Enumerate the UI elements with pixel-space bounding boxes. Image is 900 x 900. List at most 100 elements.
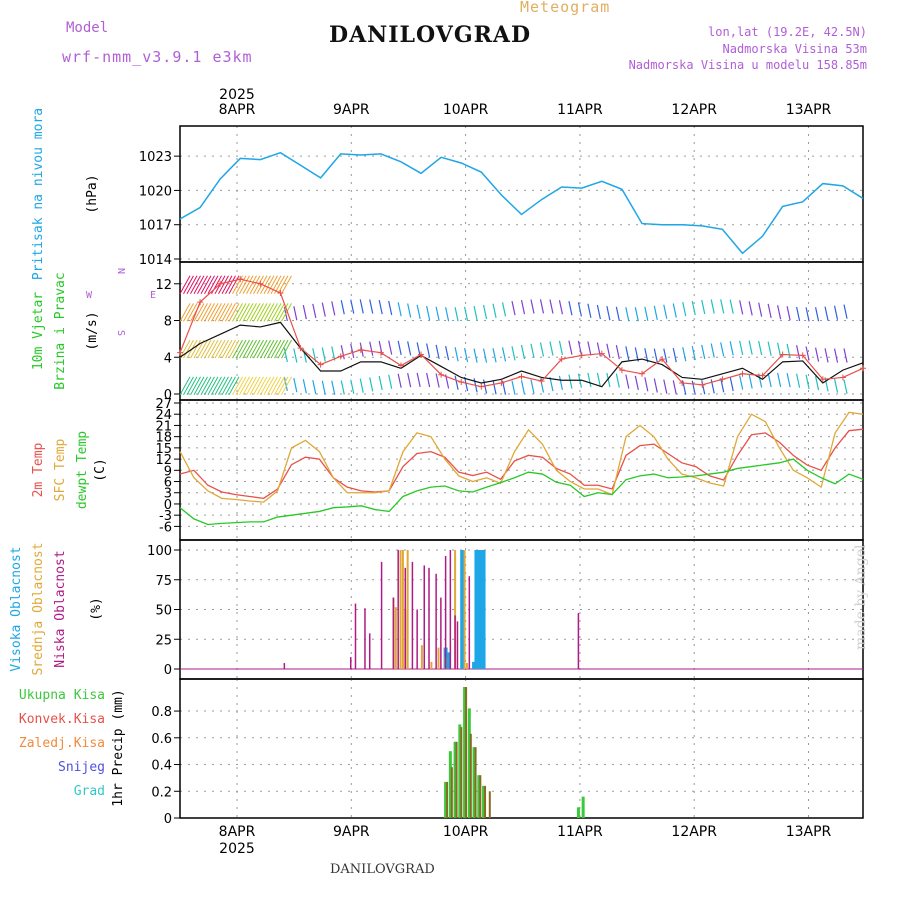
wind-arrow <box>843 348 848 363</box>
cloud-bar <box>399 550 402 669</box>
wind-hatch <box>249 303 261 322</box>
wind-arrow <box>388 374 393 389</box>
wind-hatch <box>249 275 261 295</box>
wind-gust-marker <box>418 351 425 358</box>
precip-legend-4: Grad <box>74 784 105 799</box>
wind-arrow <box>511 380 516 395</box>
precip-conv-bar <box>474 747 477 818</box>
wind-arrow <box>663 304 668 319</box>
wind-arrow <box>558 300 564 315</box>
wind-arrow <box>331 380 336 395</box>
date-label-bottom: 13APR <box>786 824 832 840</box>
wind-hatch <box>218 376 229 396</box>
y-tick-label: 3 <box>164 487 172 502</box>
wind-arrow <box>701 299 706 315</box>
date-label-top: 9APR <box>333 102 370 118</box>
wind-arrow <box>653 348 658 363</box>
footer-location: DANILOVGRAD <box>330 862 435 877</box>
wind-arrow <box>426 343 431 358</box>
wind-arrow <box>748 340 753 355</box>
wind-hatch <box>235 303 247 322</box>
wind-arrow <box>492 380 497 395</box>
y-tick-label: 18 <box>155 431 172 446</box>
wind-arrow <box>672 347 677 363</box>
wind-hatch <box>256 303 268 322</box>
wind-arrow <box>672 303 677 318</box>
wind-arrow <box>587 303 592 318</box>
wind-gust-marker <box>578 352 585 359</box>
wind-gust-marker <box>860 365 866 372</box>
wind-arrow <box>720 342 725 357</box>
wind-arrow <box>340 345 345 360</box>
wind-arrow <box>530 299 535 314</box>
wind-arrow <box>482 304 488 320</box>
wind-arrow <box>407 372 412 388</box>
wind-arrow <box>501 302 507 317</box>
wind-arrow <box>606 372 611 388</box>
wind-speed-line <box>179 321 864 388</box>
y-tick-label: 4 <box>164 351 172 366</box>
wind-arrow <box>539 299 545 314</box>
wind-arrow <box>501 347 507 362</box>
wind-hatch <box>190 275 201 295</box>
date-label-top: 8APR <box>219 102 256 118</box>
y-tick-label: 75 <box>155 574 172 589</box>
cloud-bar <box>454 615 456 669</box>
wind-arrow <box>511 301 516 316</box>
wind-hatch <box>274 339 285 359</box>
wind-arrow <box>369 299 374 314</box>
wind-hatch <box>267 275 278 295</box>
wind-arrow <box>350 379 355 394</box>
wind-arrow <box>378 299 383 315</box>
wind-hatch <box>197 275 208 295</box>
cloud-bar <box>435 573 437 669</box>
wind-arrow <box>739 300 744 315</box>
wind-hatch <box>207 339 219 359</box>
wind-arrow <box>397 340 402 355</box>
y-tick-label: 1017 <box>139 219 172 234</box>
wind-hatch <box>190 376 201 396</box>
temp-label-sfc: SFC Temp <box>53 439 68 502</box>
wind-arrow <box>701 344 706 359</box>
wind-gust-marker <box>478 383 485 390</box>
wind-hatch <box>218 339 229 359</box>
precip-total-bar <box>463 687 467 818</box>
wind-hatch <box>249 376 261 396</box>
y-tick-label: 0 <box>164 388 172 403</box>
wind-hatch <box>197 303 208 322</box>
wind-gust-marker <box>197 299 204 306</box>
wind-hatch <box>242 303 254 322</box>
pressure-ylabel: (hPa) <box>85 174 100 213</box>
wind-arrow <box>786 306 791 321</box>
wind-arrow <box>388 300 393 316</box>
wind-hatch <box>260 339 271 359</box>
temp-line-2 <box>179 458 864 526</box>
wind-gust-marker <box>438 371 445 378</box>
wind-gust-marker <box>819 376 826 383</box>
wind-arrow <box>729 299 734 314</box>
wind-hatch <box>186 275 198 295</box>
wind-arrow <box>625 346 630 361</box>
panel-frame <box>179 539 864 680</box>
wind-hatch <box>221 275 233 295</box>
wind-hatch <box>207 376 219 396</box>
precip-total-bar <box>458 724 462 818</box>
precip-conv-bar <box>465 687 468 818</box>
wind-gust-marker <box>277 289 284 296</box>
wind-arrow <box>748 374 753 389</box>
wind-arrow <box>549 299 554 314</box>
y-tick-label: 1014 <box>139 253 172 268</box>
wind-hatch <box>253 303 264 322</box>
wind-hatch <box>267 376 278 396</box>
date-label-bottom: 10APR <box>443 824 489 840</box>
wind-hatch <box>253 275 264 295</box>
wind-hatch <box>256 376 268 396</box>
cloud-bar <box>476 550 481 669</box>
wind-arrow <box>615 373 620 388</box>
cloud-bar <box>472 661 477 669</box>
wind-hatch <box>281 275 292 295</box>
panel-clouds: 0 25 50 75 100 <box>147 539 864 680</box>
wind-arrow <box>293 377 298 393</box>
model-value: wrf-nmm_v3.9.1 e3km <box>62 48 253 66</box>
wind-gust-marker <box>317 361 324 368</box>
